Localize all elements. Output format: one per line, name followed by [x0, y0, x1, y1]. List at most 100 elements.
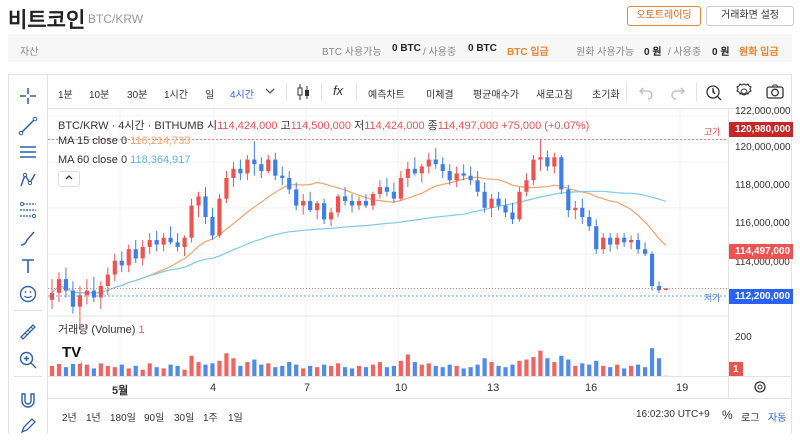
axis-settings-icon[interactable]	[753, 380, 767, 399]
candle-body	[587, 217, 591, 226]
range-30d[interactable]: 30일	[174, 409, 194, 424]
high-marker-label: 고가	[704, 125, 721, 138]
candle-body	[371, 194, 375, 205]
interval-1m[interactable]: 1분	[58, 86, 73, 101]
screen-settings-button[interactable]: 거래화면 설정	[706, 6, 794, 26]
ma60-value: 118,364,917	[130, 154, 190, 166]
interval-4h[interactable]: 4시간	[230, 86, 254, 101]
volume-bar	[162, 368, 166, 376]
indicators-icon[interactable]: fx	[333, 83, 343, 98]
price-chart[interactable]	[48, 109, 728, 376]
volume-bar	[629, 366, 633, 376]
auto-toggle[interactable]: 자동	[768, 409, 786, 424]
brush-icon[interactable]	[18, 228, 38, 248]
current-price-tag: 114,497,000	[729, 244, 793, 259]
reset-button[interactable]: 초기화	[592, 86, 620, 101]
pattern-icon[interactable]	[18, 170, 38, 190]
ma15-value: 116,214,733	[130, 135, 190, 147]
candle-body	[169, 238, 173, 243]
candle-body	[413, 169, 417, 174]
btc-deposit-link[interactable]: BTC 입금	[507, 43, 549, 58]
chevron-up-icon[interactable]	[58, 171, 80, 187]
trend-line-icon[interactable]	[18, 116, 38, 136]
candle-body	[238, 169, 242, 174]
range-2y[interactable]: 2년	[62, 409, 77, 424]
candle-body	[434, 160, 438, 165]
candle-body	[280, 176, 284, 178]
range-1d[interactable]: 1일	[228, 409, 243, 424]
pencil-icon[interactable]	[18, 416, 38, 436]
interval-1d[interactable]: 일	[205, 86, 214, 101]
magnet-icon[interactable]	[18, 390, 38, 410]
volume-bar	[427, 363, 431, 376]
candle-body	[182, 238, 186, 247]
candle-body	[462, 173, 466, 175]
volume-bar	[448, 365, 452, 376]
clock-label[interactable]: 16:02:30 UTC+9	[636, 409, 710, 420]
volume-bar	[587, 365, 591, 376]
axis-corner	[728, 376, 792, 398]
high-label: 고	[281, 120, 291, 132]
settings-gear-icon[interactable]	[735, 83, 753, 104]
interval-1h[interactable]: 1시간	[164, 86, 188, 101]
volume-bar	[196, 362, 200, 376]
candle-body	[448, 171, 452, 180]
candle-type-icon[interactable]	[296, 82, 312, 105]
chevron-down-icon[interactable]	[264, 84, 276, 101]
crosshair-icon[interactable]	[18, 86, 38, 106]
low-marker-label: 저가	[704, 291, 721, 304]
range-90d[interactable]: 90일	[144, 409, 164, 424]
candle-body	[155, 240, 159, 245]
range-1w[interactable]: 1주	[203, 409, 218, 424]
candle-body	[601, 238, 605, 249]
camera-icon[interactable]	[765, 83, 785, 104]
interval-30m[interactable]: 30분	[127, 86, 147, 101]
close-label: 종	[428, 120, 438, 132]
candle-body	[482, 192, 486, 208]
forecast-chart-button[interactable]: 예측차트	[368, 86, 405, 101]
price-axis[interactable]: 122,000,000 120,000,000 118,000,000 116,…	[728, 109, 792, 376]
time-axis[interactable]: 5월 4 7 10 13 16 19	[48, 376, 728, 398]
emoji-icon[interactable]	[18, 284, 38, 304]
ruler-icon[interactable]	[18, 322, 38, 342]
range-180d[interactable]: 180일	[110, 409, 136, 424]
candle-body	[148, 240, 152, 247]
log-toggle[interactable]: 로그	[741, 409, 759, 424]
volume-bar	[217, 361, 221, 376]
redo-icon[interactable]	[670, 84, 686, 103]
volume-bar	[280, 366, 284, 376]
range-1y[interactable]: 1년	[86, 409, 101, 424]
candle-body	[476, 180, 480, 191]
text-tool-icon[interactable]	[18, 256, 38, 276]
fib-levels-icon[interactable]	[18, 200, 38, 220]
time-tick: 10	[395, 382, 407, 394]
avg-price-button[interactable]: 평균매수가	[473, 86, 519, 101]
quick-search-icon[interactable]	[705, 83, 723, 104]
auto-trading-button[interactable]: 오토트레이딩	[627, 6, 701, 26]
volume-value: 1	[139, 324, 145, 336]
candle-body	[343, 196, 347, 201]
range-bar: 2년 1년 180일 90일 30일 1주 1일 16:02:30 UTC+9 …	[48, 398, 792, 433]
volume-bar	[573, 366, 577, 376]
candle-body	[580, 208, 584, 217]
price-tick: 120,000,000	[735, 142, 791, 153]
interval-10m[interactable]: 10분	[89, 86, 109, 101]
krw-deposit-link[interactable]: 원화 입금	[739, 43, 779, 58]
time-tick: 7	[304, 382, 310, 394]
refresh-button[interactable]: 새로고침	[536, 86, 573, 101]
candle-body	[573, 208, 577, 210]
candle-body	[322, 203, 326, 219]
volume-bar	[524, 360, 528, 376]
volume-bar	[148, 363, 152, 376]
percent-toggle[interactable]: %	[722, 408, 733, 422]
undo-icon[interactable]	[638, 84, 654, 103]
candle-body	[120, 261, 124, 266]
unfilled-orders-button[interactable]: 미체결	[426, 86, 454, 101]
horizontal-lines-icon[interactable]	[18, 142, 38, 162]
candle-body	[106, 275, 110, 286]
volume-bar	[155, 367, 159, 376]
toolbar-divider	[696, 83, 697, 101]
zoom-in-icon[interactable]	[18, 350, 38, 370]
candles	[50, 139, 668, 329]
volume-bar	[503, 367, 507, 376]
